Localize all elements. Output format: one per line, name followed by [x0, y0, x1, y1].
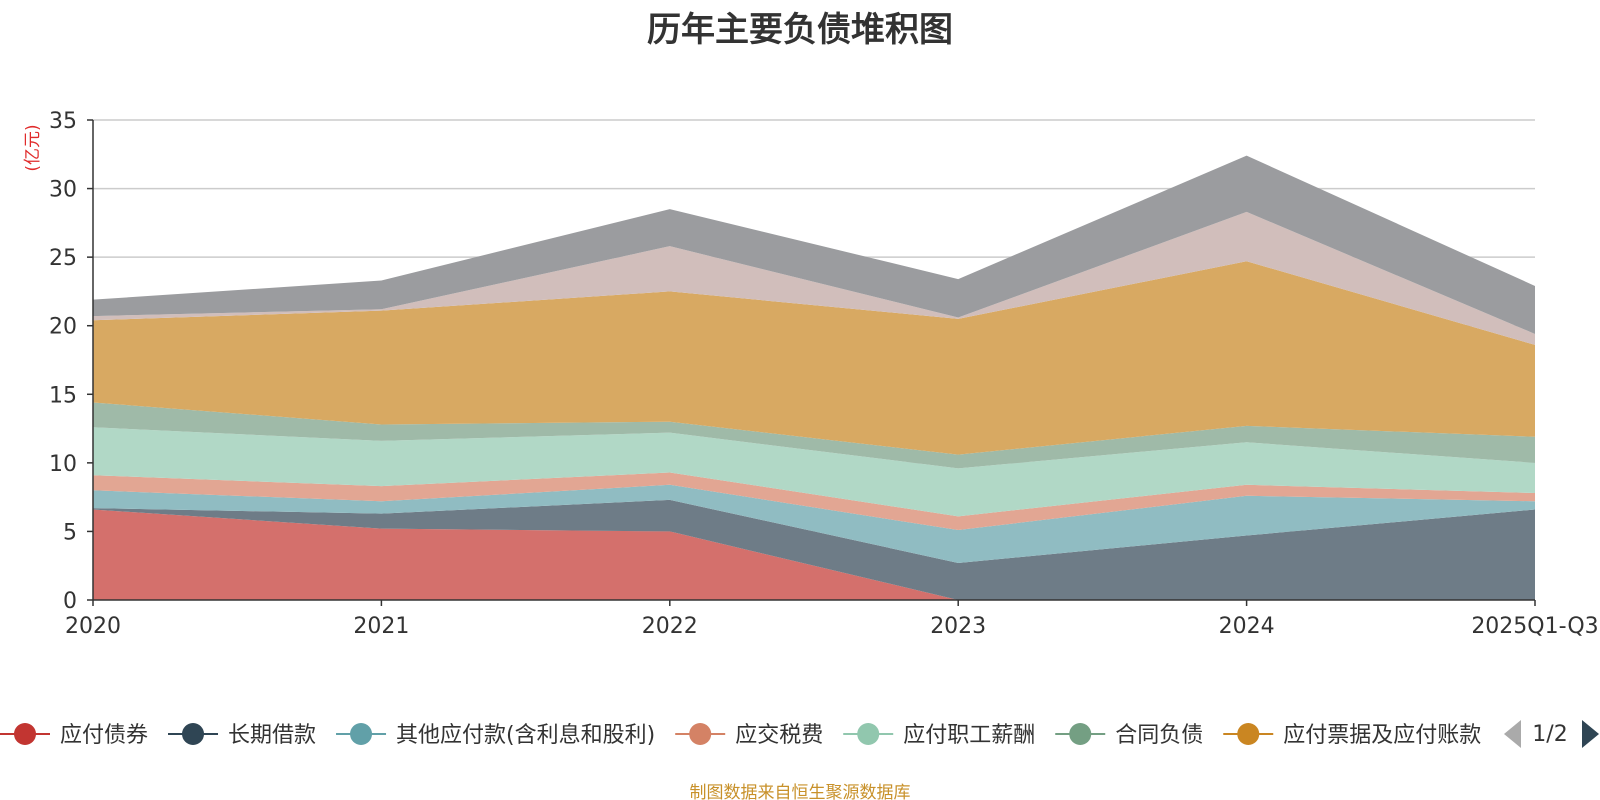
legend-marker-icon	[1237, 723, 1260, 745]
legend: 应付债券 长期借款 其他应付款(含利息和股利) 应交税费 应付职工薪酬 合同负债 应付票据及…	[0, 723, 1481, 748]
chart-title: 历年主要负债堆积图	[647, 10, 953, 50]
x-tick-label: 2024	[1219, 614, 1275, 639]
legend-item-2[interactable]: 其他应付款(含利息和股利)	[336, 723, 655, 748]
area-series-6	[93, 261, 1535, 455]
x-tick-label: 2022	[642, 614, 698, 639]
legend-label: 应付职工薪酬	[903, 723, 1035, 748]
legend-item-5[interactable]: 合同负债	[1055, 723, 1203, 748]
legend-marker-icon	[1069, 723, 1092, 745]
legend-label: 合同负债	[1115, 723, 1203, 748]
legend-item-3[interactable]: 应交税费	[675, 723, 823, 748]
legend-item-1[interactable]: 长期借款	[168, 723, 316, 748]
legend-label: 应付票据及应付账款	[1283, 723, 1481, 748]
area-series-3	[93, 472, 1535, 531]
area-series-7	[93, 211, 1535, 345]
area-series-4	[93, 427, 1535, 517]
area-series-1	[93, 499, 1535, 600]
legend-label: 其他应付款(含利息和股利)	[396, 723, 655, 748]
area-series-5	[93, 402, 1535, 469]
legend-item-0[interactable]: 应付债券	[0, 723, 148, 748]
legend-page-indicator: 1/2	[1532, 722, 1567, 747]
y-tick-label: 25	[49, 246, 77, 271]
legend-item-4[interactable]: 应付职工薪酬	[843, 723, 1035, 748]
legend-next-icon[interactable]	[1582, 720, 1599, 748]
legend-marker-icon	[182, 723, 205, 745]
y-tick-label: 10	[49, 452, 77, 477]
x-tick-label: 2020	[65, 614, 121, 639]
y-tick-label: 0	[63, 589, 77, 614]
y-tick-label: 35	[49, 109, 77, 134]
y-tick-label: 20	[49, 315, 77, 340]
legend-label: 应付债券	[60, 723, 148, 748]
legend-prev-icon[interactable]	[1504, 720, 1521, 748]
legend-label: 应交税费	[735, 723, 823, 748]
y-tick-label: 5	[63, 520, 77, 545]
series-areas	[93, 155, 1535, 600]
y-tick-label: 30	[49, 178, 77, 203]
legend-marker-icon	[689, 723, 712, 745]
area-series-8	[93, 155, 1535, 334]
legend-marker-icon	[14, 723, 36, 745]
legend-marker-icon	[350, 723, 373, 745]
legend-item-6[interactable]: 应付票据及应付账款	[1223, 723, 1481, 748]
x-tick-label: 2025Q1-Q3	[1471, 614, 1598, 639]
y-tick-label: 15	[49, 383, 77, 408]
area-series-0	[93, 509, 1535, 600]
axes: 0 5 10 15 20 25 30 35 2020 2021 2022 2023 2024 2025Q1…	[49, 109, 1599, 639]
legend-pager: 1/2	[1504, 720, 1599, 748]
source-note: 制图数据来自恒生聚源数据库	[689, 783, 911, 800]
x-tick-label: 2021	[353, 614, 409, 639]
y-axis-label: (亿元)	[23, 124, 43, 171]
area-series-2	[93, 484, 1535, 563]
legend-marker-icon	[857, 723, 880, 745]
x-tick-label: 2023	[930, 614, 986, 639]
legend-label: 长期借款	[228, 723, 316, 748]
